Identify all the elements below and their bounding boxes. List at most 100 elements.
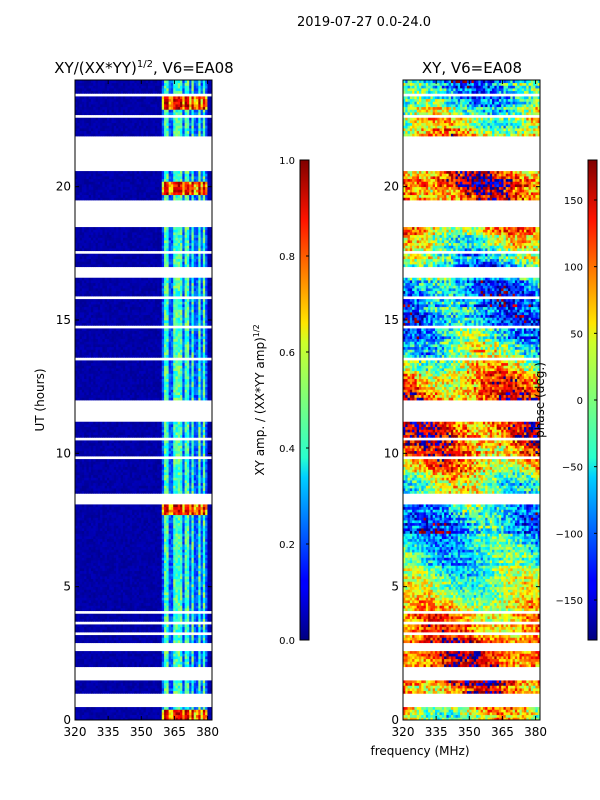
heat-cell [164, 581, 167, 585]
heat-cell [111, 490, 115, 494]
heat-cell [84, 576, 87, 580]
heat-cell [202, 560, 206, 564]
heat-cell [77, 560, 80, 564]
heat-cell [77, 514, 80, 518]
heat-cell [143, 549, 147, 553]
heat-cell [116, 490, 119, 494]
heat-cell [154, 448, 158, 452]
heat-cell [95, 658, 99, 662]
heat-cell [170, 584, 174, 588]
heat-cell [205, 562, 208, 566]
heat-cell [145, 472, 149, 476]
heat-cell [186, 570, 190, 574]
heat-cell [95, 600, 99, 604]
heat-cell [200, 544, 204, 548]
heat-cell [106, 661, 110, 665]
heat-cell [175, 597, 179, 601]
heat-cell [88, 616, 92, 620]
heat-cell [102, 509, 106, 513]
heat-cell [111, 605, 115, 609]
heat-cell [109, 448, 112, 452]
heat-cell [164, 597, 167, 601]
heat-cell [150, 653, 154, 657]
heat-cell [152, 640, 156, 644]
heat-cell [173, 592, 176, 596]
heat-cell [198, 504, 201, 508]
heat-cell [79, 458, 83, 462]
heat-cell [79, 450, 83, 454]
heat-cell [202, 552, 206, 556]
heat-cell [129, 592, 133, 596]
heat-cell [106, 709, 110, 713]
heat-cell [81, 445, 85, 449]
heat-cell [207, 506, 211, 510]
heat-cell [157, 525, 160, 529]
heat-cell [116, 554, 119, 558]
heat-cell [109, 690, 112, 694]
heat-cell [111, 552, 115, 556]
heat-cell [173, 474, 176, 478]
heat-cell [106, 549, 110, 553]
heat-cell [152, 714, 156, 718]
heat-cell [148, 466, 151, 470]
heat-cell [95, 690, 99, 694]
heat-cell [154, 485, 158, 489]
heat-cell [170, 458, 174, 462]
heat-cell [111, 530, 115, 534]
heat-cell [81, 616, 85, 620]
heat-cell [168, 509, 172, 513]
heat-cell [136, 597, 140, 601]
heat-cell [104, 600, 108, 604]
heat-cell [95, 474, 99, 478]
heat-cell [125, 554, 128, 558]
heat-cell [86, 712, 90, 716]
heat-cell [152, 477, 156, 481]
heat-cell [138, 714, 142, 718]
heat-cell [159, 562, 163, 566]
heat-cell [159, 605, 163, 609]
heat-cell [166, 634, 170, 638]
heat-cell [205, 490, 208, 494]
heat-cell [145, 506, 149, 510]
heat-cell [136, 640, 140, 644]
heat-cell [159, 624, 163, 628]
heat-cell [102, 714, 106, 718]
heat-cell [207, 592, 211, 596]
heat-cell [154, 600, 158, 604]
heat-cell [111, 517, 115, 521]
heat-cell [152, 472, 156, 476]
heat-cell [184, 634, 188, 638]
heat-cell [100, 546, 103, 550]
heat-cell [173, 570, 176, 574]
heat-cell [191, 624, 195, 628]
heat-cell [184, 717, 188, 720]
heat-cell [81, 477, 85, 481]
heat-cell [97, 482, 101, 486]
heat-cell [75, 512, 78, 516]
heat-cell [180, 664, 183, 668]
heat-cell [164, 541, 167, 545]
heat-cell [175, 533, 179, 537]
heat-cell [207, 472, 211, 476]
heat-cell [148, 552, 151, 556]
heat-cell [129, 474, 133, 478]
heat-cell [129, 600, 133, 604]
heat-cell [180, 618, 183, 622]
heat-cell [159, 600, 163, 604]
heat-cell [207, 634, 211, 638]
heat-cell [122, 509, 126, 513]
heat-cell [81, 629, 85, 633]
heat-cell [143, 605, 147, 609]
heat-cell [118, 658, 122, 662]
heat-cell [81, 512, 85, 516]
heat-cell [209, 597, 212, 601]
heat-cell [97, 584, 101, 588]
heat-cell [84, 714, 87, 718]
heat-cell [120, 664, 124, 668]
heat-cell [170, 690, 174, 694]
heat-cell [168, 538, 172, 542]
heat-cell [113, 536, 117, 540]
heat-cell [198, 680, 201, 684]
heat-cell [200, 600, 204, 604]
heat-cell [75, 658, 78, 662]
